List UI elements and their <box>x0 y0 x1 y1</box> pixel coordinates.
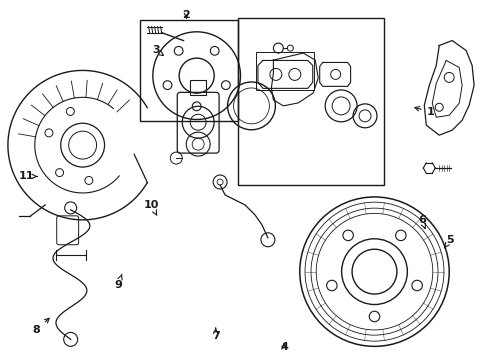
Text: 3: 3 <box>152 45 164 55</box>
Text: 2: 2 <box>183 10 190 20</box>
Text: 10: 10 <box>144 200 159 215</box>
Bar <box>238 18 384 185</box>
Bar <box>190 80 206 95</box>
Text: 4: 4 <box>280 342 288 352</box>
Bar <box>140 21 238 121</box>
Text: 8: 8 <box>33 318 49 335</box>
Text: 5: 5 <box>444 235 454 248</box>
Text: 11: 11 <box>19 171 37 181</box>
Text: 9: 9 <box>114 274 122 290</box>
Text: 7: 7 <box>212 328 220 341</box>
Bar <box>256 53 314 90</box>
Text: 1: 1 <box>415 107 434 117</box>
Text: 6: 6 <box>418 215 426 229</box>
